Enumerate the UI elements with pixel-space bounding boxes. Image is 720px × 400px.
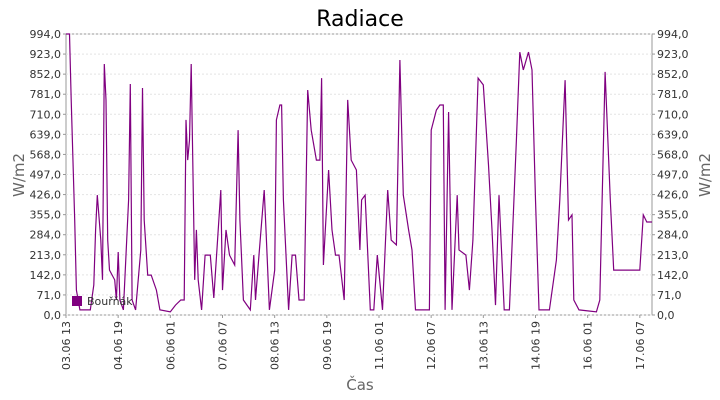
- y2-tick-label: 923,0: [657, 48, 689, 61]
- y-tick-label: 0,0: [44, 309, 62, 322]
- x-tick-label: 07.06 07: [216, 321, 229, 370]
- legend-label: Bouřňák: [87, 295, 133, 308]
- y-tick-label: 781,0: [30, 88, 62, 101]
- x-tick-label: 16.06 01: [582, 321, 595, 370]
- legend-swatch: [72, 296, 82, 306]
- y2-axis-title: W/m2: [696, 153, 714, 197]
- y-tick-label: 142,0: [30, 269, 62, 282]
- chart-title: Radiace: [316, 7, 403, 32]
- y2-tick-label: 213,0: [657, 249, 689, 262]
- y2-tick-label: 497,0: [657, 169, 689, 182]
- x-tick-label: 09.06 19: [321, 321, 334, 370]
- y-tick-label: 923,0: [30, 48, 62, 61]
- y2-tick-label: 852,0: [657, 68, 689, 81]
- x-tick-label: 03.06 13: [60, 321, 73, 370]
- y2-tick-label: 568,0: [657, 148, 689, 161]
- y2-tick-label: 355,0: [657, 209, 689, 222]
- x-tick-label: 12.06 07: [425, 321, 438, 370]
- y2-tick-label: 994,0: [657, 28, 689, 41]
- y-tick-label: 71,0: [37, 289, 62, 302]
- y-tick-label: 426,0: [30, 189, 62, 202]
- x-tick-label: 08.06 13: [269, 321, 282, 370]
- y2-tick-label: 71,0: [657, 289, 682, 302]
- x-tick-label: 17.06 07: [634, 321, 647, 370]
- y-tick-label: 639,0: [30, 128, 62, 141]
- y2-tick-label: 142,0: [657, 269, 689, 282]
- x-tick-label: 14.06 19: [529, 321, 542, 370]
- y-tick-label: 284,0: [30, 229, 62, 242]
- y2-tick-label: 710,0: [657, 108, 689, 121]
- y2-tick-label: 426,0: [657, 189, 689, 202]
- x-tick-label: 13.06 13: [477, 321, 490, 370]
- y2-tick-label: 639,0: [657, 128, 689, 141]
- x-tick-label: 04.06 19: [112, 321, 125, 370]
- y-tick-label: 568,0: [30, 148, 62, 161]
- x-axis-title: Čas: [346, 375, 374, 394]
- y2-tick-label: 284,0: [657, 229, 689, 242]
- line: [66, 33, 652, 313]
- y-tick-label: 994,0: [30, 28, 62, 41]
- x-tick-label: 06.06 01: [164, 321, 177, 370]
- x-tick-label: 11.06 01: [373, 321, 386, 370]
- y-axis-title: W/m2: [10, 153, 28, 197]
- y-tick-label: 497,0: [30, 169, 62, 182]
- y-tick-label: 355,0: [30, 209, 62, 222]
- y2-tick-label: 781,0: [657, 88, 689, 101]
- y-tick-label: 710,0: [30, 108, 62, 121]
- y-tick-label: 852,0: [30, 68, 62, 81]
- y2-tick-label: 0,0: [657, 309, 675, 322]
- y-tick-label: 213,0: [30, 249, 62, 262]
